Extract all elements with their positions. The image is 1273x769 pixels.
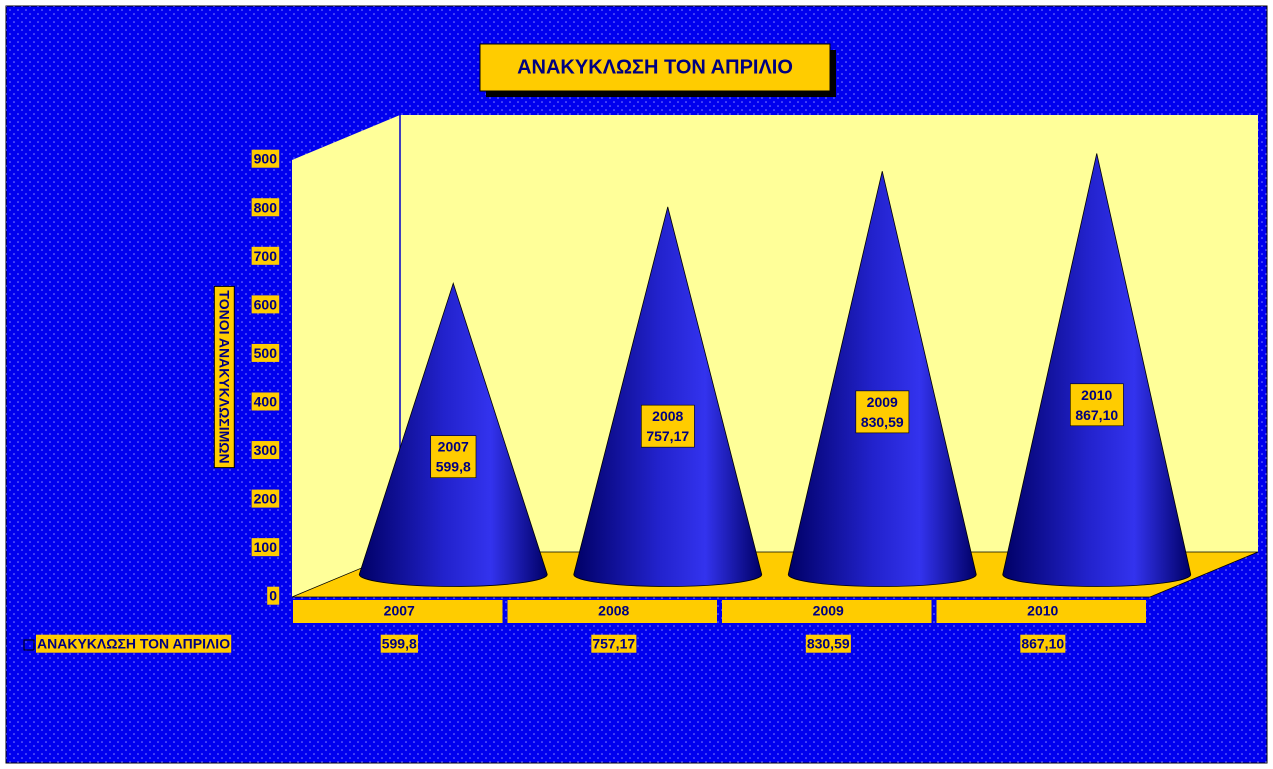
label-box — [251, 441, 280, 460]
y-tick-label: 600 — [254, 296, 278, 312]
cone — [573, 206, 763, 587]
label-box — [251, 392, 280, 411]
y-tick-label: 0 — [269, 588, 277, 604]
data-label: 757,17 — [646, 428, 689, 444]
table-category-cell — [722, 600, 932, 623]
y-axis-label: ΤΟΝΟΙ ΑΝΑΚΥΚΛΩΣΙΜΩΝ — [216, 290, 232, 463]
table-value: 757,17 — [592, 636, 635, 652]
data-label-box — [430, 435, 477, 479]
data-label: 867,10 — [1075, 407, 1118, 423]
label-box — [36, 634, 232, 653]
x-tick-label: 2007 — [384, 603, 415, 619]
y-tick-label: 100 — [254, 539, 278, 555]
table-category-cell — [507, 600, 717, 623]
data-label-box — [641, 404, 695, 448]
table-value: 599,8 — [382, 636, 417, 652]
cone — [1002, 153, 1192, 587]
x-tick-label: 2009 — [813, 603, 844, 619]
label-box — [380, 634, 418, 653]
x-tick-label: 2010 — [1027, 603, 1058, 619]
label-box — [251, 149, 280, 168]
title-box — [479, 43, 831, 92]
data-label-category: 2008 — [652, 408, 683, 424]
data-label-box — [1070, 383, 1124, 427]
legend-swatch — [23, 639, 35, 651]
y-tick-label: 400 — [254, 393, 278, 409]
data-label: 599,8 — [436, 459, 471, 475]
label-box — [805, 634, 851, 653]
legend-label: ΑΝΑΚΥΚΛΩΣΗ ΤΟΝ ΑΠΡΙΛΙΟ — [37, 636, 230, 652]
y-tick-label: 800 — [254, 199, 278, 215]
cone — [358, 281, 548, 587]
label-box — [267, 586, 280, 605]
cone — [787, 171, 977, 587]
table-category-cell — [936, 600, 1146, 623]
table-value: 830,59 — [807, 636, 850, 652]
y-tick-label: 700 — [254, 248, 278, 264]
y-label-box — [213, 285, 235, 469]
label-box — [251, 246, 280, 265]
y-tick-label: 200 — [254, 491, 278, 507]
label-box — [251, 538, 280, 557]
y-tick-label: 900 — [254, 151, 278, 167]
data-label-category: 2009 — [867, 394, 898, 410]
y-tick-label: 300 — [254, 442, 278, 458]
data-label-category: 2007 — [438, 439, 469, 455]
label-box — [251, 343, 280, 362]
chart-title: ΑΝΑΚΥΚΛΩΣΗ ΤΟΝ ΑΠΡΙΛΙΟ — [517, 56, 793, 78]
label-box — [251, 489, 280, 508]
label-box — [591, 634, 637, 653]
table-category-cell — [293, 600, 503, 623]
x-tick-label: 2008 — [598, 603, 629, 619]
label-box — [251, 198, 280, 217]
label-box — [251, 295, 280, 314]
data-label: 830,59 — [861, 414, 904, 430]
data-label-category: 2010 — [1081, 387, 1112, 403]
y-tick-label: 500 — [254, 345, 278, 361]
table-value: 867,10 — [1021, 636, 1064, 652]
side-wall — [292, 115, 400, 597]
data-label-box — [855, 390, 910, 434]
label-box — [1020, 634, 1066, 653]
